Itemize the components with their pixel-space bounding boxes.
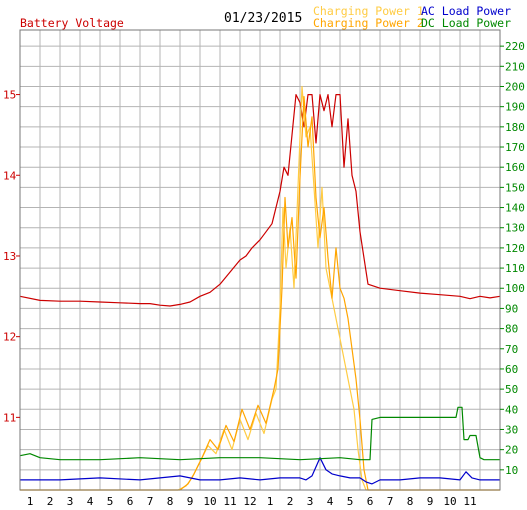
x-tick-label: 1: [27, 495, 34, 508]
x-tick-label: 3: [67, 495, 74, 508]
right-tick-label: 80: [505, 323, 518, 336]
right-tick-label: 180: [505, 121, 525, 134]
right-tick-label: 110: [505, 262, 525, 275]
right-tick-label: 20: [505, 444, 518, 457]
x-tick-label: 1: [267, 495, 274, 508]
x-axis-ticks: 1 2 3 4 5 6 7 8 9 10 11 12 1 2 3 4 5 6 7 8 9 10 11: [27, 495, 477, 508]
x-tick-label: 3: [307, 495, 314, 508]
legend-ac-load-power: AC Load Power: [421, 4, 512, 18]
right-tick-label: 150: [505, 181, 525, 194]
x-tick-label: 7: [147, 495, 154, 508]
x-tick-label: 4: [87, 495, 94, 508]
right-tick-label: 130: [505, 222, 525, 235]
legend-dc-load-power: DC Load Power: [421, 16, 512, 30]
x-tick-label: 7: [387, 495, 394, 508]
x-tick-label: 10: [203, 495, 216, 508]
right-tick-label: 200: [505, 80, 525, 93]
left-tick-label: 15: [3, 89, 16, 102]
series-line-battery-voltage: [19, 93, 501, 307]
right-tick-label: 160: [505, 161, 525, 174]
right-tick-label: 10: [505, 464, 518, 477]
right-axis-ticks: 10 20 30 40 50 60 70 80 90 100 110 120 130 140 150 160 1…: [500, 40, 525, 477]
right-tick-label: 60: [505, 363, 518, 376]
x-tick-label: 5: [107, 495, 114, 508]
legend-charging-power-2: Charging Power 2: [313, 16, 424, 30]
right-tick-label: 50: [505, 383, 518, 396]
left-axis-title: Battery Voltage: [20, 16, 124, 30]
x-tick-label: 8: [407, 495, 414, 508]
right-tick-label: 70: [505, 343, 518, 356]
left-tick-label: 13: [3, 250, 16, 263]
x-tick-label: 10: [443, 495, 456, 508]
legend-charging-power-1: Charging Power 1: [313, 4, 424, 18]
series-line-charging-power-2: [20, 95, 500, 491]
x-tick-label: 2: [47, 495, 54, 508]
x-tick-label: 11: [223, 495, 236, 508]
right-tick-label: 40: [505, 403, 518, 416]
series-line-ac-load-power: [20, 457, 500, 485]
x-tick-label: 6: [367, 495, 374, 508]
series-line-dc-load-power: [19, 406, 500, 461]
right-tick-label: 120: [505, 242, 525, 255]
x-tick-label: 9: [187, 495, 194, 508]
right-tick-label: 140: [505, 202, 525, 215]
series-line-charging-power-1: [20, 85, 500, 491]
right-tick-label: 90: [505, 302, 518, 315]
right-tick-label: 190: [505, 101, 525, 114]
x-tick-label: 2: [287, 495, 294, 508]
right-tick-label: 100: [505, 282, 525, 295]
left-tick-label: 11: [3, 411, 16, 424]
x-tick-label: 4: [327, 495, 334, 508]
right-tick-label: 170: [505, 141, 525, 154]
chart-date: 01/23/2015: [224, 11, 303, 26]
x-tick-label: 8: [167, 495, 174, 508]
x-tick-label: 5: [347, 495, 354, 508]
x-tick-label: 11: [463, 495, 476, 508]
grid-lines: [20, 30, 500, 490]
right-tick-label: 210: [505, 60, 525, 73]
x-tick-label: 12: [243, 495, 256, 508]
x-tick-label: 9: [427, 495, 434, 508]
left-axis-ticks: 11 12 13 14 15: [3, 89, 20, 424]
left-tick-label: 14: [3, 169, 17, 182]
right-tick-label: 30: [505, 423, 518, 436]
x-tick-label: 6: [127, 495, 134, 508]
left-tick-label: 12: [3, 331, 16, 344]
plot-frame: [19, 29, 501, 491]
series-layer: [19, 85, 501, 491]
right-tick-label: 220: [505, 40, 525, 53]
